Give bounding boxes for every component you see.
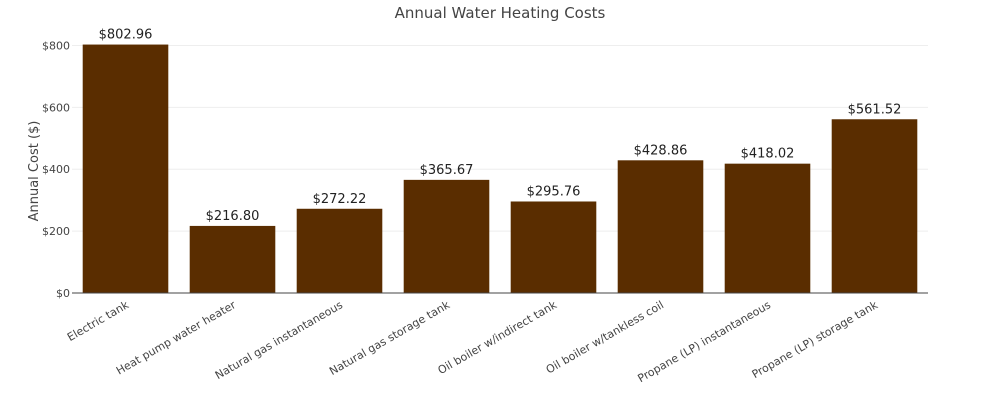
bar-5: [510, 201, 597, 293]
x-tick-label: Heat pump water heater: [114, 298, 238, 377]
bar-7: [724, 163, 811, 293]
bars: [82, 44, 918, 293]
data-label: $295.76: [527, 184, 581, 199]
x-tick-label: Oil boiler w/tankless coil: [544, 298, 666, 376]
bar-3: [296, 208, 383, 293]
x-tick-label: Electric tank: [65, 298, 132, 344]
data-label: $272.22: [313, 192, 367, 207]
data-label: $561.52: [848, 102, 902, 117]
data-label: $428.86: [634, 143, 688, 158]
data-label: $802.96: [99, 28, 153, 43]
data-label: $365.67: [420, 163, 474, 178]
y-axis-ticks: $0 $200 $400 $600 $800: [42, 39, 70, 300]
data-label: $418.02: [741, 147, 795, 162]
y-tick-label: $400: [42, 163, 70, 176]
bar-4: [403, 179, 490, 293]
bar-6: [617, 160, 704, 293]
data-label: $216.80: [206, 209, 260, 224]
x-tick-label: Oil boiler w/indirect tank: [436, 298, 560, 377]
y-tick-label: $0: [56, 287, 70, 300]
bar-8: [831, 119, 918, 293]
chart-title: Annual Water Heating Costs: [395, 4, 606, 22]
bar-2: [189, 225, 276, 293]
bar-1: [82, 44, 169, 293]
y-tick-label: $200: [42, 225, 70, 238]
x-tick-label: Natural gas storage tank: [327, 298, 452, 378]
y-tick-label: $800: [42, 39, 70, 52]
y-axis-label: Annual Cost ($): [27, 121, 42, 222]
y-tick-label: $600: [42, 101, 70, 114]
data-labels: $802.96 $216.80 $272.22 $365.67 $295.76 $428.…: [99, 28, 902, 224]
